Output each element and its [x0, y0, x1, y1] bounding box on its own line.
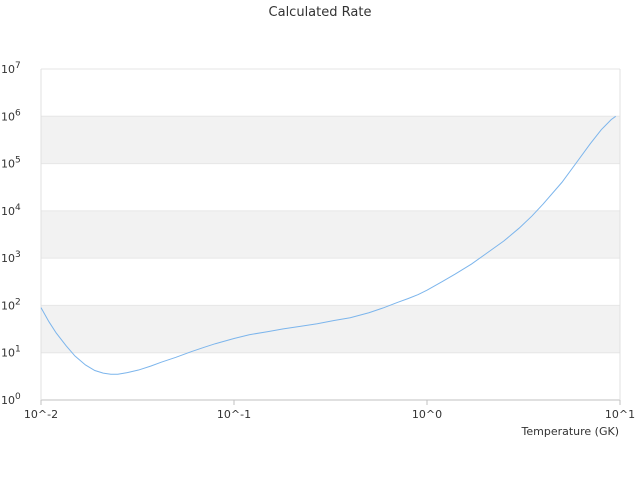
- x-tick-label: 10^-2: [24, 408, 58, 421]
- y-tick-label: 105: [1, 156, 21, 171]
- x-axis-title: Temperature (GK): [521, 425, 620, 438]
- x-tick-label: 10^0: [412, 408, 442, 421]
- y-tick-label: 103: [1, 250, 21, 265]
- series-line: [40, 115, 616, 375]
- horizontal-gridlines: [41, 68, 620, 354]
- y-tick-label: 106: [1, 108, 21, 123]
- plot-band-1: [41, 305, 620, 353]
- x-tick-label: 10^1: [605, 408, 635, 421]
- plot-band-5: [41, 116, 620, 164]
- y-tick-label: 107: [1, 61, 21, 76]
- chart-title: Calculated Rate: [269, 5, 372, 20]
- x-axis-ticks: 10^-2 10^-1 10^0 10^1: [24, 400, 635, 421]
- y-tick-label: 100: [1, 392, 21, 407]
- y-tick-label: 104: [1, 203, 21, 218]
- y-tick-label: 102: [1, 297, 21, 312]
- plot-band-3: [41, 210, 620, 259]
- y-tick-label: 101: [1, 345, 21, 360]
- y-axis-ticks: 100 101 102 103 104 105 106 107: [1, 61, 21, 407]
- plot-background-bands: [41, 116, 620, 353]
- x-tick-label: 10^-1: [217, 408, 251, 421]
